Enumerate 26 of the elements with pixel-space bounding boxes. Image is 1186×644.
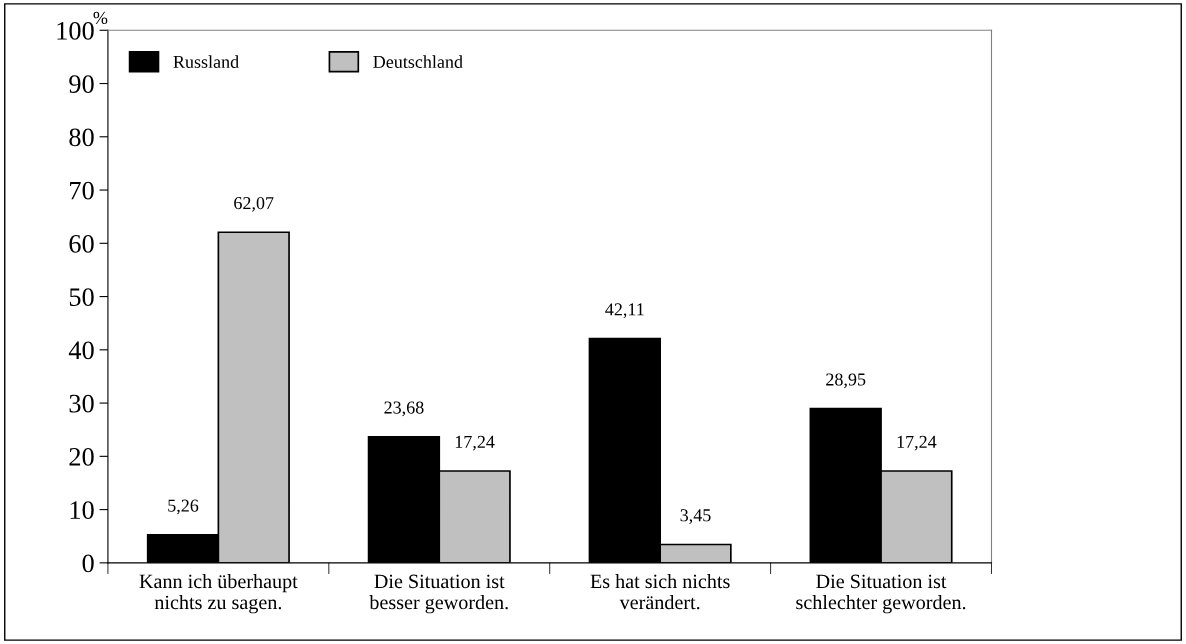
y-tick-label: 80	[69, 128, 94, 147]
x-tick-label: Die Situation ist schlechter geworden.	[796, 574, 966, 614]
y-tick-label: 0	[82, 554, 94, 573]
y-tick-label: 40	[68, 341, 94, 360]
y-tick-label: 100	[57, 21, 94, 40]
y-tick-label: 20	[69, 447, 94, 466]
data-label: 17,24	[897, 435, 937, 451]
legend-label: Deutschland	[373, 55, 463, 68]
y-tick-label: 70	[70, 181, 94, 200]
y-tick-label: 30	[69, 394, 94, 413]
data-label: 3,45	[680, 509, 711, 524]
data-label: 17,24	[455, 435, 495, 451]
data-label: 23,68	[384, 401, 424, 417]
y-tick-label: 10	[70, 501, 94, 520]
y-tick-label: 50	[69, 288, 94, 306]
data-label: 62,07	[234, 196, 274, 212]
x-tick-label: Kann ich überhaupt nichts zu sagen.	[139, 573, 298, 614]
data-label: 42,11	[605, 303, 644, 319]
y-tick-label: 90	[69, 75, 94, 93]
legend-label: Russland	[173, 55, 239, 68]
data-label: 28,95	[826, 373, 866, 389]
x-tick-label: Es hat sich nichts verändert.	[590, 573, 730, 610]
y-axis-title: %	[93, 11, 108, 24]
x-tick-label: Die Situation ist besser geworden.	[369, 574, 508, 614]
data-label: 5,26	[168, 499, 199, 515]
y-tick-label: 60	[69, 234, 94, 253]
